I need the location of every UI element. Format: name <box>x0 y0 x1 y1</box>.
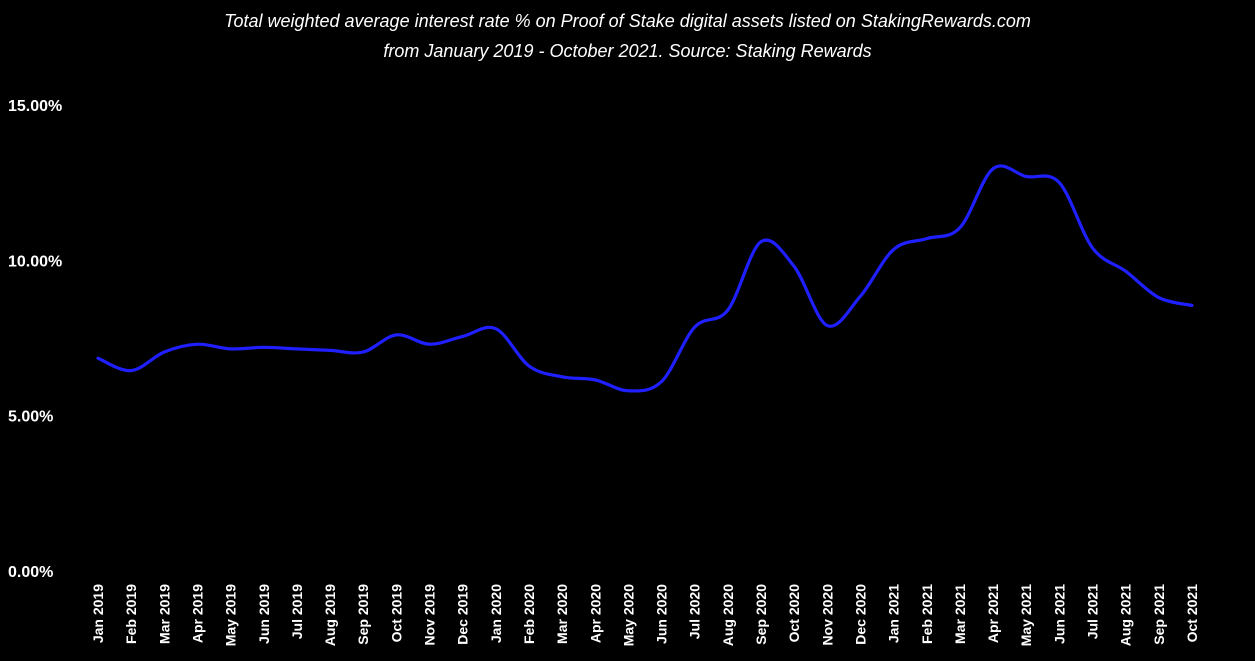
data-point <box>493 326 499 332</box>
chart-title: Total weighted average interest rate % o… <box>224 11 1031 31</box>
x-tick-label: Jun 2021 <box>1051 584 1067 644</box>
data-point <box>824 323 830 329</box>
x-tick-label: Jul 2020 <box>687 584 703 639</box>
x-tick-label: Jan 2021 <box>886 584 902 643</box>
data-point <box>194 341 200 347</box>
x-tick-label: May 2020 <box>620 584 636 646</box>
y-tick-label: 15.00% <box>8 98 62 115</box>
x-tick-label: Mar 2019 <box>156 584 172 644</box>
x-tick-label: Sep 2021 <box>1151 584 1167 645</box>
data-point <box>128 368 134 374</box>
data-point <box>228 346 234 352</box>
data-point <box>161 349 167 355</box>
x-tick-label: Aug 2021 <box>1118 584 1134 646</box>
x-tick-label: Apr 2021 <box>985 584 1001 643</box>
x-tick-label: Feb 2021 <box>919 584 935 644</box>
data-point <box>261 344 267 350</box>
x-tick-label: Sep 2020 <box>753 584 769 645</box>
data-point <box>625 388 631 394</box>
x-axis: Jan 2019 Feb 2019 Mar 2019 Apr 2019 May 2019… <box>90 584 1200 646</box>
x-tick-label: Oct 2021 <box>1184 584 1200 643</box>
data-point <box>393 332 399 338</box>
x-tick-label: Feb 2019 <box>123 584 139 644</box>
data-point <box>857 293 863 299</box>
series-line <box>96 164 1194 393</box>
data-point <box>1123 268 1129 274</box>
x-tick-label: Aug 2020 <box>720 584 736 646</box>
data-point <box>659 378 665 384</box>
data-point <box>758 239 764 245</box>
chart-subtitle: from January 2019 - October 2021. Source… <box>383 41 872 61</box>
y-tick-label: 10.00% <box>8 253 62 270</box>
x-tick-label: Mar 2021 <box>952 584 968 644</box>
data-point <box>1156 295 1162 301</box>
data-point <box>1056 180 1062 186</box>
x-tick-label: Aug 2019 <box>322 584 338 646</box>
data-point <box>1090 245 1096 251</box>
data-point <box>427 341 433 347</box>
x-tick-label: Nov 2019 <box>422 584 438 646</box>
x-tick-label: Apr 2020 <box>587 584 603 643</box>
data-point <box>725 307 731 313</box>
data-point <box>592 377 598 383</box>
chart-title-block: Total weighted average interest rate % o… <box>0 6 1255 66</box>
data-point <box>294 346 300 352</box>
x-tick-label: Oct 2019 <box>388 584 404 643</box>
x-tick-label: Jun 2020 <box>654 584 670 644</box>
x-tick-label: Oct 2020 <box>786 584 802 643</box>
x-tick-label: Nov 2020 <box>819 584 835 646</box>
data-point <box>791 264 797 270</box>
x-tick-label: May 2019 <box>223 584 239 646</box>
x-tick-label: Jan 2019 <box>90 584 106 643</box>
x-tick-label: Dec 2020 <box>852 584 868 645</box>
data-point <box>460 333 466 339</box>
data-point <box>1189 302 1195 308</box>
data-point <box>327 347 333 353</box>
data-point <box>559 374 565 380</box>
data-point <box>891 246 897 252</box>
x-tick-label: Sep 2019 <box>355 584 371 645</box>
data-point <box>526 363 532 369</box>
x-tick-label: Apr 2019 <box>189 584 205 643</box>
x-tick-label: Jan 2020 <box>488 584 504 643</box>
data-point <box>924 236 930 242</box>
x-tick-label: Feb 2020 <box>521 584 537 644</box>
x-tick-label: Jun 2019 <box>256 584 272 644</box>
y-axis: 0.00% 5.00% 10.00% 15.00% <box>8 98 62 581</box>
data-point <box>990 166 996 172</box>
data-point <box>692 324 698 330</box>
x-tick-label: Mar 2020 <box>554 584 570 644</box>
x-tick-label: Dec 2019 <box>455 584 471 645</box>
x-tick-label: May 2021 <box>1018 584 1034 646</box>
data-point <box>360 349 366 355</box>
plot-area <box>95 164 1195 394</box>
y-tick-label: 5.00% <box>8 409 53 426</box>
x-tick-label: Jul 2019 <box>289 584 305 639</box>
x-tick-label: Jul 2021 <box>1085 584 1101 639</box>
y-tick-label: 0.00% <box>8 564 53 581</box>
data-point <box>957 225 963 231</box>
data-point <box>1023 173 1029 179</box>
data-point <box>95 355 101 361</box>
